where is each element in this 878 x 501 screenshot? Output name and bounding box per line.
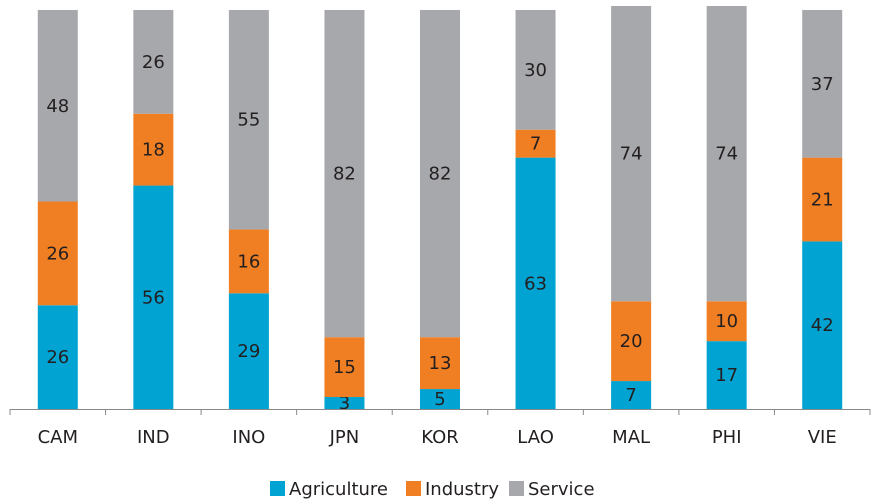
- bar-segment: [133, 9, 174, 114]
- x-tick-label: PHI: [712, 427, 742, 448]
- data-label: 55: [237, 110, 260, 131]
- bar-segment: [420, 337, 460, 390]
- x-tick-label: JPN: [329, 427, 360, 448]
- data-label: 3: [339, 393, 350, 414]
- data-label: 74: [620, 144, 643, 165]
- legend-text: Service: [528, 479, 595, 500]
- bar-segment: [324, 9, 365, 338]
- x-tick-label: KOR: [421, 427, 459, 448]
- x-tick-label: MAL: [612, 427, 650, 448]
- data-label: 63: [524, 273, 547, 294]
- legend-swatch: [270, 481, 285, 496]
- legend-swatch: [406, 481, 421, 496]
- bar-segment: [802, 241, 843, 409]
- data-label: 42: [811, 315, 834, 336]
- bar-segment: [706, 6, 747, 302]
- bar-segment: [706, 341, 747, 409]
- legend-text: Industry: [425, 479, 499, 500]
- bar-segment: [324, 397, 365, 409]
- data-label: 29: [237, 341, 260, 362]
- data-label: 56: [142, 287, 165, 308]
- data-label: 16: [237, 251, 260, 272]
- x-tick-label: VIE: [808, 427, 837, 448]
- bar-segment: [515, 129, 556, 158]
- bar-segment: [324, 337, 365, 398]
- data-label: 15: [333, 357, 356, 378]
- bar-segment: [37, 305, 78, 409]
- bar-segment: [37, 201, 78, 306]
- bar-segment: [37, 9, 78, 202]
- data-label: 7: [530, 134, 541, 155]
- bar-segment: [133, 185, 174, 409]
- bar-segment: [420, 389, 460, 409]
- data-label: 5: [434, 389, 445, 410]
- bar-segment: [228, 293, 269, 409]
- bar-segment: [228, 229, 269, 294]
- bar-segment: [133, 113, 174, 186]
- bar-segment: [515, 9, 556, 130]
- bar-segment: [420, 9, 460, 338]
- data-label: 26: [142, 52, 165, 73]
- data-label: 82: [333, 164, 356, 185]
- bar-segment: [515, 157, 556, 409]
- data-label: 21: [811, 190, 834, 211]
- bar-segment: [802, 9, 843, 158]
- data-label: 30: [524, 60, 547, 81]
- data-label: 7: [625, 385, 636, 406]
- bar-segment: [611, 301, 652, 382]
- bar-segment: [706, 301, 747, 342]
- bar-segment: [611, 6, 652, 302]
- bar-segment: [228, 9, 269, 230]
- data-label: 20: [620, 331, 643, 352]
- data-label: 74: [715, 144, 738, 165]
- data-label: 13: [429, 353, 452, 374]
- data-label: 17: [715, 365, 738, 386]
- x-tick-label: IND: [137, 427, 170, 448]
- x-tick-label: CAM: [38, 427, 78, 448]
- legend-text: Agriculture: [289, 479, 388, 500]
- legend-swatch: [509, 481, 524, 496]
- x-tick-label: INO: [232, 427, 265, 448]
- data-label: 26: [46, 243, 69, 264]
- data-label: 10: [715, 311, 738, 332]
- bar-segment: [802, 157, 843, 242]
- x-tick-label: LAO: [517, 427, 554, 448]
- data-label: 48: [46, 96, 69, 117]
- data-label: 82: [429, 164, 452, 185]
- bar-segment: [611, 381, 652, 409]
- data-label: 26: [46, 347, 69, 368]
- data-label: 37: [811, 74, 834, 95]
- data-label: 18: [142, 140, 165, 161]
